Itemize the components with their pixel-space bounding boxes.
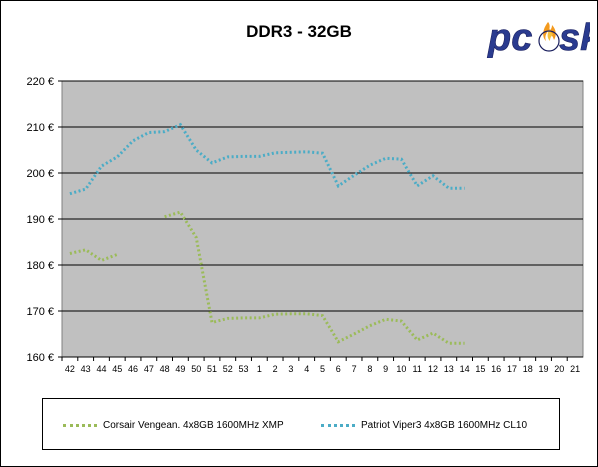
x-tick-label: 42 [65, 364, 75, 374]
x-tick-label: 16 [491, 364, 501, 374]
legend-swatch-corsair [63, 423, 97, 427]
y-tick-label: 200 € [26, 168, 54, 180]
y-tick-label: 210 € [26, 122, 54, 134]
x-tick-label: 48 [160, 364, 170, 374]
x-tick-label: 53 [239, 364, 249, 374]
x-tick-label: 20 [554, 364, 564, 374]
x-tick-label: 2 [273, 364, 278, 374]
flame-icon [543, 22, 556, 41]
x-tick-label: 19 [539, 364, 549, 374]
x-tick-label: 7 [352, 364, 357, 374]
x-tick-label: 52 [223, 364, 233, 374]
x-tick-label: 51 [207, 364, 217, 374]
x-tick-label: 1 [257, 364, 262, 374]
x-tick-label: 13 [444, 364, 454, 374]
x-tick-label: 50 [191, 364, 201, 374]
y-tick-label: 160 € [26, 352, 54, 364]
x-tick-label: 21 [570, 364, 580, 374]
y-tick-label: 220 € [26, 76, 54, 88]
legend: Corsair Vengean. 4x8GB 1600MHz XMP Patri… [42, 398, 560, 450]
x-tick-label: 3 [288, 364, 293, 374]
x-tick-label: 49 [175, 364, 185, 374]
y-tick-label: 180 € [26, 260, 54, 272]
legend-label-patriot: Patriot Viper3 4x8GB 1600MHz CL10 [361, 419, 528, 431]
x-tick-label: 46 [128, 364, 138, 374]
svg-text:pc: pc [487, 17, 532, 58]
legend-item-corsair: Corsair Vengean. 4x8GB 1600MHz XMP [63, 418, 284, 432]
chart-title: DDR3 - 32GB [246, 22, 352, 41]
legend-label-corsair: Corsair Vengean. 4x8GB 1600MHz XMP [103, 419, 284, 431]
x-tick-label: 5 [320, 364, 325, 374]
legend-item-patriot: Patriot Viper3 4x8GB 1600MHz CL10 [321, 418, 527, 432]
y-tick-label: 170 € [26, 306, 54, 318]
legend-swatch-patriot [321, 423, 355, 427]
x-tick-label: 18 [523, 364, 533, 374]
x-tick-label: 12 [428, 364, 438, 374]
x-tick-label: 45 [112, 364, 122, 374]
pcsk-logo: pc sk [487, 17, 590, 58]
x-tick-label: 14 [460, 364, 470, 374]
x-tick-label: 4 [304, 364, 309, 374]
x-tick-label: 8 [367, 364, 372, 374]
x-tick-label: 6 [336, 364, 341, 374]
y-tick-label: 190 € [26, 214, 54, 226]
svg-text:sk: sk [559, 17, 590, 58]
y-axis: 160 € 170 € 180 € 190 € 200 € 210 € 220 € [26, 76, 62, 364]
x-tick-label: 47 [144, 364, 154, 374]
x-tick-label: 9 [383, 364, 388, 374]
x-tick-label: 11 [413, 364, 422, 374]
x-tick-label: 17 [507, 364, 517, 374]
series-line-0 [164, 210, 465, 345]
x-axis: 42 43 44 45 46 47 48 49 50 51 52 53 1 2 3 4 5 6 7 8 9 10 11 12 1… [61, 356, 583, 374]
x-tick-label: 10 [396, 364, 406, 374]
x-tick-label: 43 [81, 364, 91, 374]
x-tick-label: 44 [96, 364, 106, 374]
series-group [69, 122, 465, 345]
x-tick-label: 15 [475, 364, 485, 374]
